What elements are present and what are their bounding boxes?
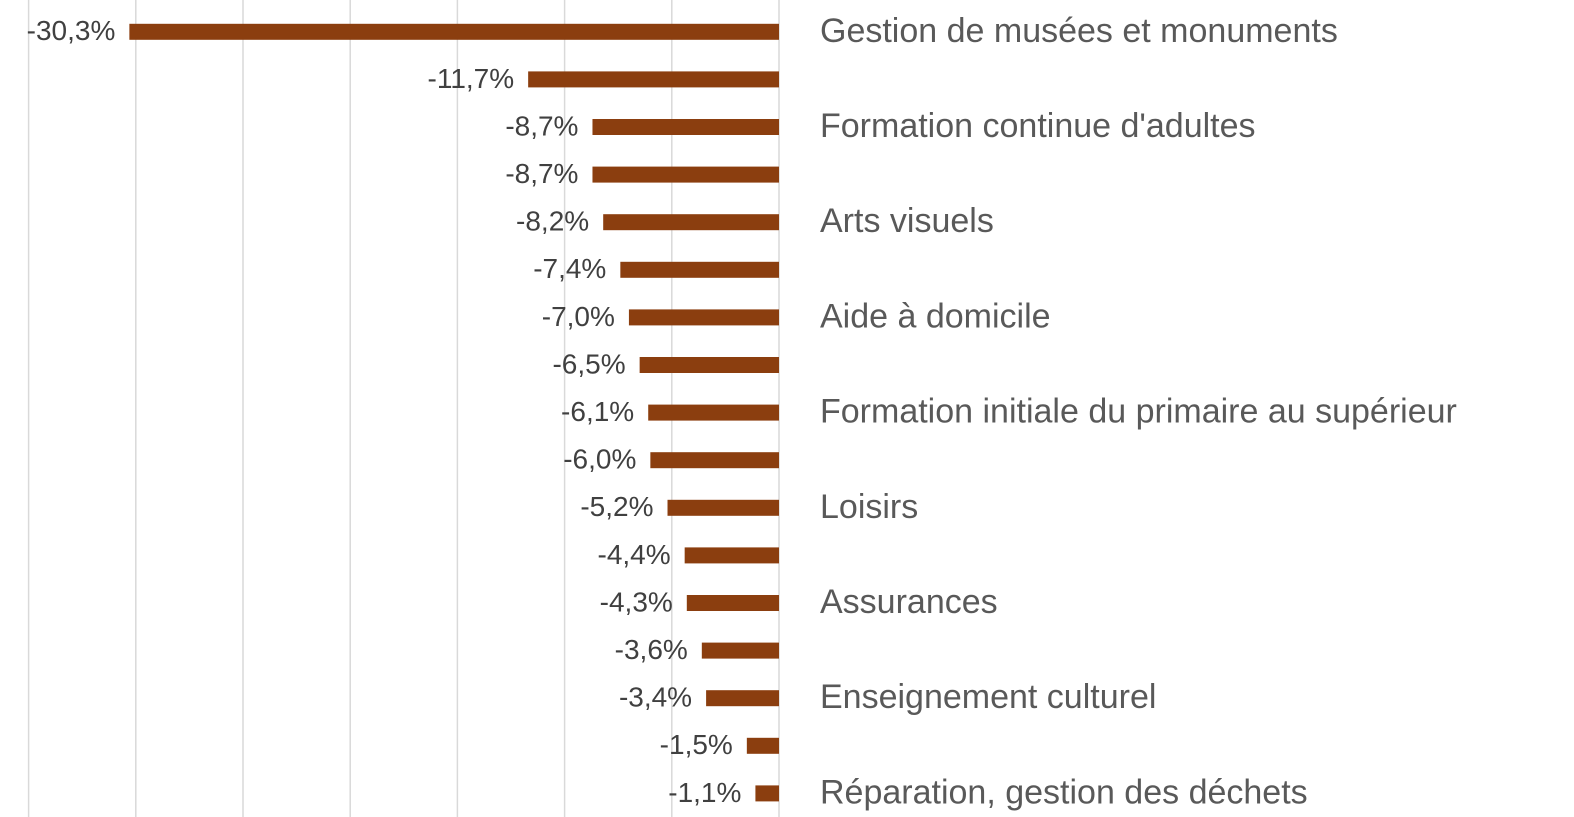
category-label: Loisirs (820, 488, 918, 526)
category-label: Formation initiale du primaire au supéri… (820, 393, 1457, 431)
data-label: -4,4% (598, 539, 671, 570)
category-label: Réparation, gestion des déchets (820, 773, 1308, 811)
bar (706, 690, 779, 707)
bar (650, 452, 779, 469)
category-label: Enseignement culturel (820, 678, 1156, 716)
category-label: Aide à domicile (820, 297, 1051, 335)
bar (628, 309, 779, 326)
bar (746, 737, 779, 754)
bar (755, 785, 779, 802)
data-label: -4,3% (600, 586, 673, 617)
bar (686, 595, 779, 611)
category-label: Formation continue d'adultes (820, 107, 1256, 145)
data-label: -3,4% (619, 682, 692, 713)
bar (592, 166, 779, 183)
category-label: Assurances (820, 583, 998, 621)
data-label: -7,0% (542, 301, 615, 332)
data-label: -3,6% (615, 634, 688, 665)
data-label: -8,2% (516, 206, 589, 237)
bar (648, 404, 779, 421)
bar (684, 547, 779, 564)
category-label: Gestion de musées et monuments (820, 12, 1338, 50)
data-label: -30,3% (27, 15, 116, 46)
data-label: -1,5% (660, 729, 733, 760)
data-label: -6,5% (552, 348, 625, 379)
category-label: Arts visuels (820, 202, 994, 240)
data-label: -5,2% (580, 491, 653, 522)
data-label: -8,7% (505, 110, 578, 141)
bar (639, 357, 779, 373)
data-label: -6,1% (561, 396, 634, 427)
data-label: -7,4% (533, 253, 606, 284)
data-label: -11,7% (428, 63, 515, 94)
bar (667, 499, 779, 516)
bar (592, 119, 779, 135)
bar (603, 214, 779, 231)
data-label: -6,0% (563, 444, 636, 475)
data-label: -8,7% (505, 158, 578, 189)
bar (620, 261, 779, 278)
bar (701, 642, 779, 659)
bar (129, 23, 780, 40)
data-label: -1,1% (668, 777, 741, 808)
bar (528, 71, 779, 88)
